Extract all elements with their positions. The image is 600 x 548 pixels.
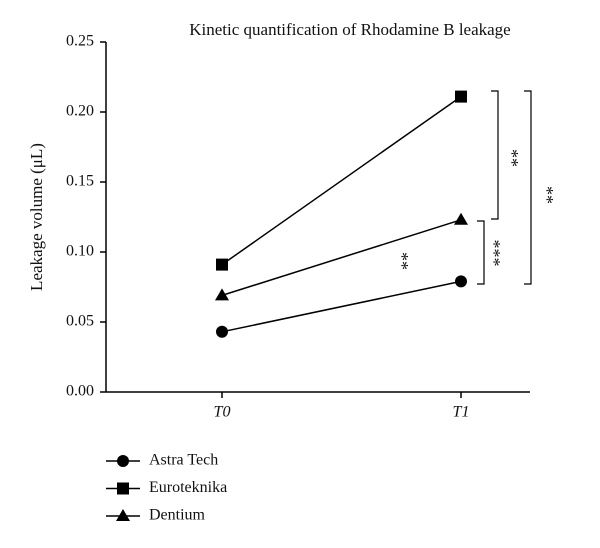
- bracket: [491, 90, 499, 220]
- series-line: [221, 219, 462, 297]
- y-tick-label: 0.05: [66, 313, 94, 330]
- y-axis-label: Leakage volume (μL): [27, 143, 46, 291]
- marker: [216, 258, 228, 271]
- marker: [116, 509, 130, 521]
- marker: [454, 212, 468, 225]
- series-line: [221, 95, 462, 266]
- legend-label: Dentium: [149, 507, 206, 524]
- y-tick-label: 0.10: [66, 243, 94, 260]
- chart-title: Kinetic quantification of Rhodamine B le…: [189, 20, 510, 39]
- marker: [216, 325, 228, 338]
- annotation: **: [392, 252, 412, 270]
- significance-brackets: [477, 90, 532, 285]
- bracket: [524, 90, 532, 285]
- bracket: [477, 220, 485, 285]
- marker: [117, 455, 129, 467]
- annotation: ***: [484, 240, 504, 267]
- legend-label: Astra Tech: [149, 452, 218, 469]
- marker: [215, 288, 229, 301]
- annotation: **: [502, 149, 522, 167]
- y-tick-label: 0.20: [66, 103, 94, 120]
- marker: [455, 90, 467, 103]
- y-tick-label: 0.25: [66, 33, 94, 50]
- annotation: **: [537, 186, 557, 204]
- legend-label: Euroteknika: [149, 479, 227, 496]
- y-tick-label: 0.00: [66, 383, 94, 400]
- marker: [455, 275, 467, 288]
- x-tick-label: T0: [214, 404, 231, 421]
- y-tick-label: 0.15: [66, 173, 94, 190]
- x-tick-label: T1: [453, 404, 470, 421]
- series-line: [221, 280, 462, 333]
- marker: [117, 482, 129, 495]
